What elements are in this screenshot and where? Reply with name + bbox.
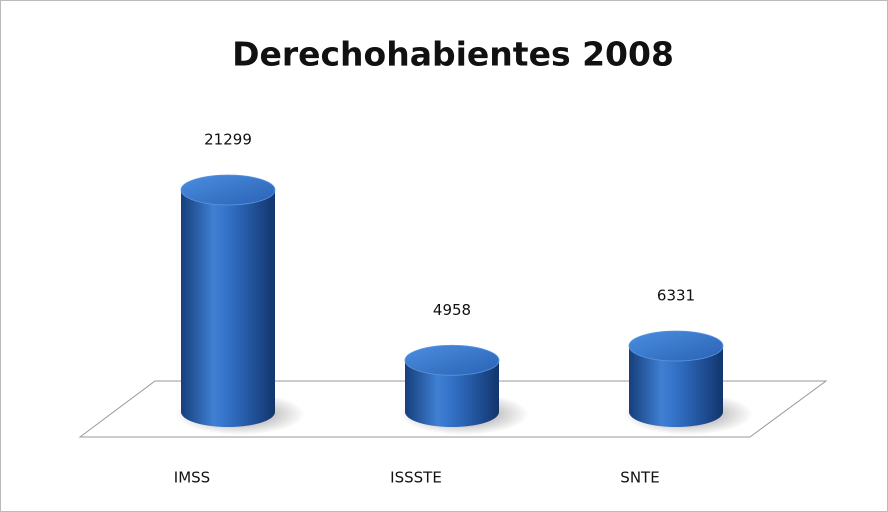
data-label: 6331 [657,287,695,305]
bar-top [180,174,276,206]
chart-title: Derechohabientes 2008 [232,35,674,74]
bar-top [404,344,500,376]
data-label: 21299 [204,131,252,149]
bar [629,346,723,427]
x-tick-label: ISSSTE [390,469,442,487]
bar-top [628,330,724,362]
x-tick-label: SNTE [620,469,659,487]
x-tick-label: IMSS [174,469,210,487]
data-label: 4958 [433,301,471,319]
bar [405,360,499,427]
bar [181,190,275,427]
